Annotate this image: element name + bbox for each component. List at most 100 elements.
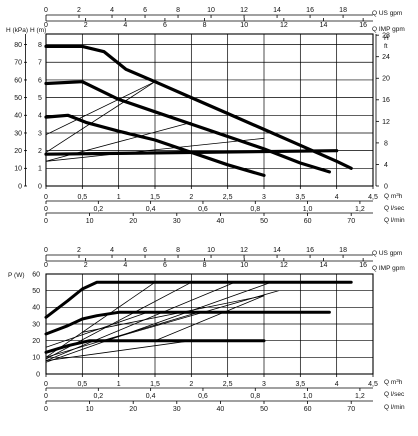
head-m3h-tick-label: 4 <box>335 194 339 201</box>
power-system-line <box>45 340 192 362</box>
head-m3h-tick-label: 3,5 <box>295 194 305 201</box>
head-m-tick-label: 5 <box>38 95 42 102</box>
power-system-line <box>45 281 272 363</box>
power-lsec-tick-label: 0,4 <box>146 393 156 400</box>
head-lmin-tick-label: 70 <box>347 218 355 225</box>
power-lsec-tick-label: 0,8 <box>250 393 260 400</box>
head-us-gpm-label: Q US gpm <box>372 10 402 17</box>
head-lmin-tick-label: 0 <box>44 218 48 225</box>
power-m3h-tick-label: 0,5 <box>77 381 87 388</box>
power-lsec-tick-label: 1,0 <box>303 393 313 400</box>
power-us-gpm-tick-label: 2 <box>77 247 81 254</box>
power-us-gpm-tick-label: 16 <box>306 247 314 254</box>
head-imp-gpm-tick-label: 4 <box>123 22 127 29</box>
head-curve <box>44 149 339 156</box>
power-w-tick-label: 50 <box>32 288 40 295</box>
head-ft-tick-label: 8 <box>384 140 388 147</box>
head-m-tick-label: 8 <box>38 42 42 49</box>
head-imp-gpm-tick-label: 8 <box>203 22 207 29</box>
head-tick-labels: 0011022033044055066077088004812162024280… <box>14 7 390 225</box>
head-lmin-tick-label: 60 <box>304 218 312 225</box>
power-us-gpm-tick-label: 0 <box>44 247 48 254</box>
head-us-gpm-tick-label: 0 <box>44 7 48 14</box>
head-chart: 0011022033044055066077088004812162024280… <box>6 7 405 225</box>
power-system-lines <box>45 281 279 363</box>
power-lsec-tick-label: 0,6 <box>198 393 208 400</box>
power-lmin-tick-label: 60 <box>304 406 312 413</box>
head-curve <box>44 80 331 174</box>
head-us-gpm-tick-label: 8 <box>176 7 180 14</box>
power-lmin-tick-label: 50 <box>260 406 268 413</box>
power-curves <box>44 280 353 354</box>
power-lmin-tick-label: 20 <box>129 406 137 413</box>
head-kpa-tick-label: 70 <box>14 60 22 67</box>
power-w-axis-label: P (W) <box>8 272 25 279</box>
head-curves <box>44 44 353 177</box>
head-lmin-tick-label: 30 <box>173 218 181 225</box>
head-lsec-tick-label: 0,2 <box>93 206 103 213</box>
power-imp-gpm-tick-label: 16 <box>359 262 367 269</box>
head-ft-tick-label: 20 <box>382 76 390 83</box>
head-m3h-tick-label: 2 <box>189 194 193 201</box>
head-grid <box>46 34 373 186</box>
head-right-ft-label: ft <box>384 43 388 50</box>
power-imp-gpm-tick-label: 8 <box>203 262 207 269</box>
power-lmin-tick-label: 70 <box>347 406 355 413</box>
head-ft-tick-label: 12 <box>382 119 390 126</box>
power-lmin-label: Q l/min <box>384 404 405 411</box>
head-kpa-tick-label: 80 <box>14 42 22 49</box>
head-ft-tick-label: 16 <box>382 97 390 104</box>
head-m-tick-label: 1 <box>38 166 42 173</box>
head-m3h-tick-label: 1 <box>117 194 121 201</box>
power-imp-gpm-tick-label: 14 <box>320 262 328 269</box>
power-curve <box>44 339 266 354</box>
head-imp-gpm-tick-label: 14 <box>320 22 328 29</box>
head-lsec-label: Q l/sec <box>384 205 405 212</box>
power-imp-gpm-label: Q IMP gpm <box>372 265 405 272</box>
head-kpa-tick-label: 0 <box>18 183 22 190</box>
power-imp-gpm-tick-label: 12 <box>280 262 288 269</box>
power-imp-gpm-tick-label: 2 <box>84 262 88 269</box>
head-lsec-tick-label: 0,8 <box>250 206 260 213</box>
power-m3h-label: Q m3h <box>384 378 403 386</box>
power-lsec-tick-label: 0 <box>44 393 48 400</box>
head-system-line <box>45 81 156 153</box>
head-lsec-tick-label: 1,2 <box>355 206 365 213</box>
power-m3h-tick-label: 2 <box>189 381 193 388</box>
power-w-tick-label: 0 <box>36 371 40 378</box>
power-system-line <box>81 295 265 333</box>
head-m-tick-label: 6 <box>38 77 42 84</box>
head-lsec-tick-label: 1,0 <box>303 206 313 213</box>
head-m-axis-label: H (m) <box>30 27 46 34</box>
power-us-gpm-label: Q US gpm <box>372 250 402 257</box>
head-kpa-tick-label: 40 <box>14 113 22 120</box>
power-m3h-tick-label: 4 <box>335 381 339 388</box>
head-m3h-tick-label: 4,5 <box>368 194 378 201</box>
power-w-tick-label: 60 <box>32 271 40 278</box>
head-kpa-tick-label: 10 <box>14 166 22 173</box>
head-m3h-label: Q m3h <box>384 192 403 200</box>
head-us-gpm-tick-label: 10 <box>207 7 215 14</box>
power-m3h-tick-label: 3 <box>262 381 266 388</box>
power-m3h-tick-label: 1 <box>117 381 121 388</box>
head-us-gpm-tick-label: 4 <box>110 7 114 14</box>
head-ft-tick-label: 28 <box>382 33 390 40</box>
power-imp-gpm-tick-label: 0 <box>44 262 48 269</box>
power-curve <box>44 280 353 319</box>
head-lmin-label: Q l/min <box>384 217 405 224</box>
head-kpa-tick-label: 60 <box>14 77 22 84</box>
head-us-gpm-tick-label: 16 <box>306 7 314 14</box>
power-w-tick-label: 20 <box>32 338 40 345</box>
power-lmin-tick-label: 30 <box>173 406 181 413</box>
power-us-gpm-tick-label: 4 <box>110 247 114 254</box>
head-m-tick-label: 4 <box>38 113 42 120</box>
head-lmin-tick-label: 40 <box>217 218 225 225</box>
head-ft-tick-label: 0 <box>384 183 388 190</box>
power-lsec-label: Q l/sec <box>384 391 405 398</box>
head-kpa-axis-label: H (kPa) <box>6 27 28 34</box>
head-m3h-tick-label: 2,5 <box>223 194 233 201</box>
head-kpa-tick-label: 50 <box>14 95 22 102</box>
head-lsec-tick-label: 0,6 <box>198 206 208 213</box>
